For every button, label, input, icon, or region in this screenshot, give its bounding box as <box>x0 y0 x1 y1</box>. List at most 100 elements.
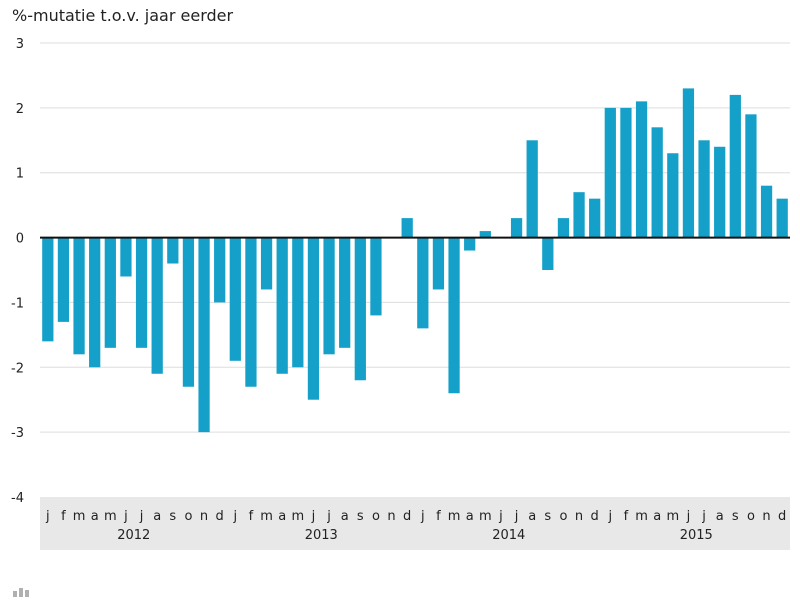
bar <box>370 237 382 316</box>
bar <box>589 198 601 238</box>
bar <box>651 127 663 238</box>
x-tick-label: f <box>61 509 66 524</box>
x-tick-label: s <box>357 509 364 524</box>
x-tick-label: j <box>607 509 612 524</box>
bar <box>229 237 241 361</box>
bar <box>276 237 288 374</box>
bar <box>120 237 132 277</box>
x-tick-label: o <box>747 509 755 524</box>
bar <box>182 237 195 387</box>
x-tick-label: j <box>326 509 331 524</box>
x-tick-label: o <box>184 509 192 524</box>
bar <box>214 237 226 303</box>
x-tick-label: j <box>311 509 316 524</box>
x-tick-label: m <box>291 509 304 524</box>
bar <box>307 237 320 400</box>
year-label: 2012 <box>117 528 150 543</box>
x-tick-label: f <box>436 509 441 524</box>
bar <box>510 218 523 238</box>
bar <box>104 237 116 348</box>
bar <box>167 237 179 264</box>
bar <box>620 107 632 238</box>
x-tick-label: m <box>73 509 86 524</box>
gridlines <box>40 42 790 433</box>
bar <box>135 237 148 348</box>
x-tick-label: a <box>466 509 474 524</box>
bar <box>557 218 570 238</box>
bar <box>604 107 616 238</box>
x-tick-label: d <box>591 509 599 524</box>
year-label: 2014 <box>492 528 525 543</box>
bar <box>745 114 757 238</box>
cbs-logo-icon <box>13 588 29 597</box>
bars <box>42 88 788 433</box>
bar <box>292 237 304 368</box>
y-tick-labels: 3 2 1 0 -1 -2 -3 -4 <box>11 37 24 506</box>
bar <box>760 185 773 238</box>
bar <box>89 237 101 368</box>
bar <box>729 94 741 238</box>
year-label: 2013 <box>305 528 338 543</box>
bar <box>354 237 366 381</box>
y-axis-label: %-mutatie t.o.v. jaar eerder <box>12 6 234 25</box>
x-tick-label: j <box>232 509 237 524</box>
x-tick-label: n <box>200 509 208 524</box>
x-tick-label: j <box>45 509 50 524</box>
x-tick-label: a <box>91 509 99 524</box>
y-tick-label: 2 <box>16 102 24 117</box>
y-tick-label: -1 <box>11 296 24 311</box>
x-tick-label: j <box>498 509 503 524</box>
bar <box>323 237 335 355</box>
bar <box>57 237 70 322</box>
x-tick-label: a <box>528 509 536 524</box>
x-axis-band <box>40 497 790 550</box>
x-tick-label: o <box>372 509 380 524</box>
bar <box>432 237 445 290</box>
bar <box>573 192 585 238</box>
x-tick-label: s <box>544 509 551 524</box>
bar <box>260 237 273 290</box>
bar <box>198 237 210 433</box>
y-tick-label: 0 <box>16 232 24 247</box>
x-tick-label: j <box>420 509 425 524</box>
x-tick-label: j <box>123 509 128 524</box>
y-tick-label: 1 <box>16 167 24 182</box>
bar <box>401 218 413 238</box>
bar <box>667 153 679 238</box>
x-tick-label: m <box>479 509 492 524</box>
x-tick-label: m <box>635 509 648 524</box>
x-tick-label: d <box>778 509 786 524</box>
x-tick-label: a <box>341 509 349 524</box>
x-axis-band-background <box>40 497 790 550</box>
bar <box>448 237 460 394</box>
y-tick-label: 3 <box>16 37 24 52</box>
bar <box>776 198 788 238</box>
bar <box>339 237 351 348</box>
bar <box>42 237 54 342</box>
bar <box>714 146 726 238</box>
bar <box>417 237 429 329</box>
x-tick-label: m <box>260 509 273 524</box>
y-tick-label: -2 <box>11 361 24 376</box>
bar <box>542 237 554 270</box>
bar <box>151 237 163 374</box>
x-tick-label: j <box>514 509 519 524</box>
x-tick-label: a <box>278 509 286 524</box>
x-tick-label: a <box>716 509 724 524</box>
x-tick-label: m <box>666 509 679 524</box>
bar <box>464 237 476 251</box>
x-tick-label: d <box>216 509 224 524</box>
bar <box>526 140 538 238</box>
x-tick-label: n <box>387 509 395 524</box>
x-tick-label: f <box>624 509 629 524</box>
y-tick-label: -4 <box>11 491 24 506</box>
x-tick-label: n <box>762 509 770 524</box>
year-label: 2015 <box>680 528 713 543</box>
x-tick-label: a <box>653 509 661 524</box>
x-tick-label: j <box>686 509 691 524</box>
x-tick-label: m <box>104 509 117 524</box>
bar <box>245 237 257 387</box>
bar <box>479 231 491 238</box>
